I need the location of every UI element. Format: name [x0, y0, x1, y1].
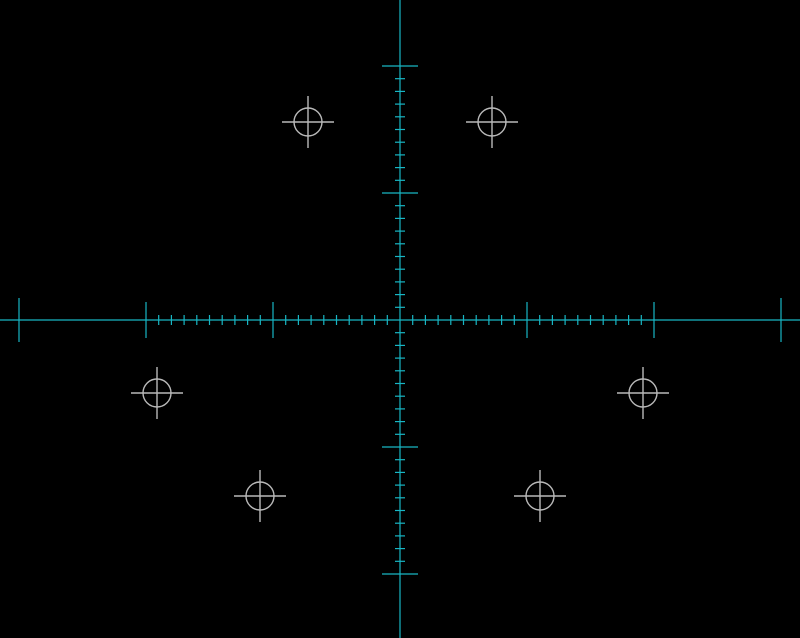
reticle-target-icon[interactable] — [617, 367, 669, 419]
cad-viewport[interactable] — [0, 0, 800, 638]
reticle-target-icon[interactable] — [282, 96, 334, 148]
reticle-target-icon[interactable] — [466, 96, 518, 148]
reticle-target-icon[interactable] — [514, 470, 566, 522]
axes — [0, 0, 800, 638]
reticle-target-icon[interactable] — [131, 367, 183, 419]
reticle-target-icon[interactable] — [234, 470, 286, 522]
